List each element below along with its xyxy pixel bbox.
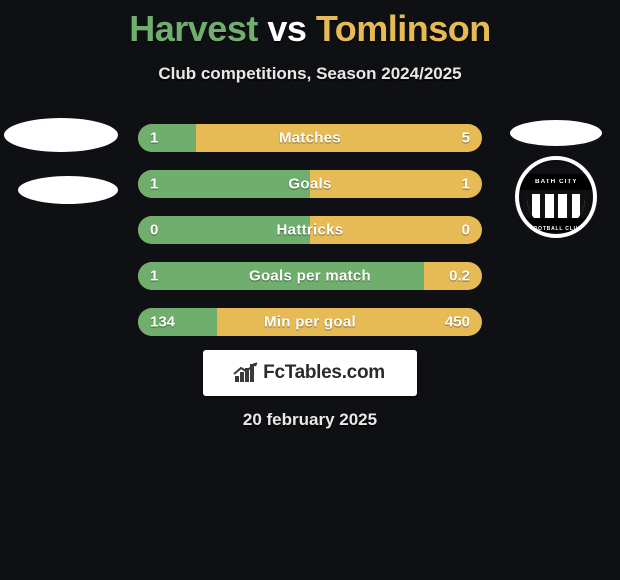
stat-bar: 1 Goals 1 [138, 170, 482, 198]
right-club-badge-group: BATH CITY FOOTBALL CLUB [508, 120, 602, 238]
stat-bar: 0 Hattricks 0 [138, 216, 482, 244]
stat-value-right: 1 [462, 176, 470, 193]
stat-bar-left-fill [138, 124, 196, 152]
stat-value-right: 5 [462, 130, 470, 147]
stat-label: Goals [288, 176, 331, 193]
left-avatar-placeholder [0, 118, 118, 204]
update-date: 20 february 2025 [0, 410, 620, 430]
stat-value-right: 0 [462, 222, 470, 239]
trend-arrow-icon [233, 362, 259, 376]
stat-bar: 1 Goals per match 0.2 [138, 262, 482, 290]
stat-value-left: 1 [150, 130, 158, 147]
stat-bar: 134 Min per goal 450 [138, 308, 482, 336]
stat-value-left: 1 [150, 268, 158, 285]
stat-bars: 1 Matches 5 1 Goals 1 0 Hattricks 0 1 Goals per ma… [138, 124, 482, 354]
bar-chart-icon [235, 364, 257, 382]
badge-top-text: BATH CITY [535, 179, 578, 185]
stat-value-left: 1 [150, 176, 158, 193]
stat-label: Matches [279, 130, 341, 147]
ellipse-shape [510, 120, 602, 146]
ellipse-shape [4, 118, 118, 152]
stat-label: Min per goal [264, 314, 356, 331]
stat-value-left: 0 [150, 222, 158, 239]
badge-top-band: BATH CITY [519, 174, 593, 190]
stat-label: Goals per match [249, 268, 371, 285]
page-title: Harvest vs Tomlinson [0, 0, 620, 50]
title-player1: Harvest [129, 8, 258, 49]
subtitle: Club competitions, Season 2024/2025 [0, 64, 620, 84]
footer-brand-text: FcTables.com [263, 362, 385, 384]
badge-bottom-text: FOOTBALL CLUB [519, 226, 593, 232]
stat-value-left: 134 [150, 314, 175, 331]
title-player2: Tomlinson [316, 8, 491, 49]
title-vs: vs [267, 8, 306, 49]
stat-value-right: 0.2 [449, 268, 470, 285]
footer-brand-card[interactable]: FcTables.com [203, 350, 417, 396]
club-badge: BATH CITY FOOTBALL CLUB [515, 156, 597, 238]
stat-bar-left-fill [138, 170, 310, 198]
stat-bar: 1 Matches 5 [138, 124, 482, 152]
ellipse-shape [18, 176, 118, 204]
stat-label: Hattricks [277, 222, 344, 239]
stat-value-right: 450 [445, 314, 470, 331]
